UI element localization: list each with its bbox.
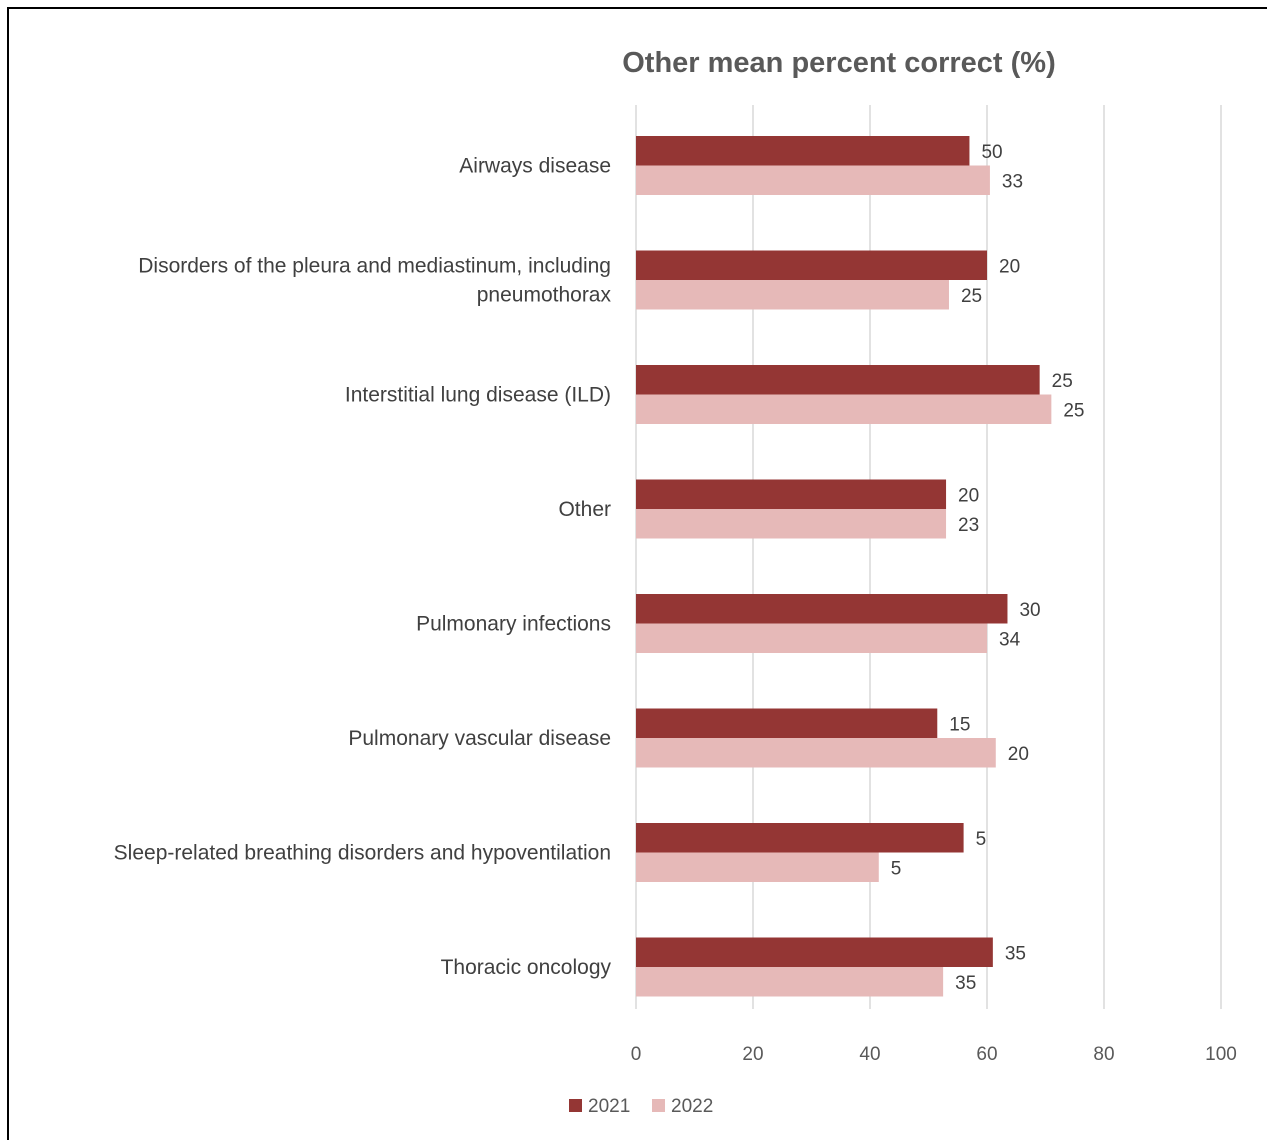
bar-2022-7 xyxy=(636,967,944,997)
bar-2021-4 xyxy=(636,594,1008,624)
chart-title: Other mean percent correct (%) xyxy=(622,47,1056,79)
category-label: Disorders of the pleura and mediastinum,… xyxy=(138,255,611,278)
bar-2021-0 xyxy=(636,136,970,166)
category-label: Pulmonary infections xyxy=(416,613,611,636)
bar-2022-6 xyxy=(636,852,879,882)
data-label: 30 xyxy=(1019,600,1040,621)
x-axis-ticks: 0 20 40 60 80 100 xyxy=(631,1044,1237,1065)
x-tick-label: 0 xyxy=(631,1044,642,1065)
x-tick-label: 40 xyxy=(859,1044,880,1065)
chart-frame: Other mean percent correct (%) 50 33 20 25 2… xyxy=(7,7,1267,1140)
legend-swatch-2022 xyxy=(652,1099,665,1112)
data-label: 20 xyxy=(1008,744,1029,765)
legend: 2021 2022 xyxy=(569,1096,713,1117)
data-label: 5 xyxy=(976,829,987,850)
bar-2021-1 xyxy=(636,250,987,280)
data-label: 25 xyxy=(1063,400,1084,421)
category-label: pneumothorax xyxy=(477,284,612,307)
category-label: Pulmonary vascular disease xyxy=(348,727,611,750)
data-label: 20 xyxy=(958,485,979,506)
bar-2021-6 xyxy=(636,823,964,853)
data-label: 20 xyxy=(999,256,1020,277)
legend-label-2022: 2022 xyxy=(671,1096,713,1117)
category-label: Interstitial lung disease (ILD) xyxy=(345,384,611,407)
bar-2021-2 xyxy=(636,365,1040,395)
data-label: 15 xyxy=(949,714,970,735)
bar-2022-0 xyxy=(636,165,990,195)
legend-swatch-2021 xyxy=(569,1099,582,1112)
category-label: Sleep-related breathing disorders and hy… xyxy=(114,842,611,865)
bar-2022-4 xyxy=(636,623,987,653)
data-label: 25 xyxy=(1052,371,1073,392)
x-tick-label: 80 xyxy=(1093,1044,1114,1065)
data-label: 23 xyxy=(958,515,979,536)
bar-2022-5 xyxy=(636,738,996,768)
data-label: 5 xyxy=(891,858,902,879)
x-tick-label: 60 xyxy=(976,1044,997,1065)
bar-2021-7 xyxy=(636,937,993,967)
category-labels: Airways disease Disorders of the pleura a… xyxy=(114,155,612,980)
x-tick-label: 100 xyxy=(1205,1044,1237,1065)
data-label: 35 xyxy=(955,973,976,994)
bar-2021-5 xyxy=(636,708,938,738)
category-label: Thoracic oncology xyxy=(441,956,612,979)
bar-2022-3 xyxy=(636,509,947,539)
bar-2022-2 xyxy=(636,394,1052,424)
data-label: 35 xyxy=(1005,943,1026,964)
data-label: 25 xyxy=(961,286,982,307)
bar-2021-3 xyxy=(636,479,947,509)
data-label: 50 xyxy=(981,142,1002,163)
data-label: 34 xyxy=(999,629,1021,650)
x-tick-label: 20 xyxy=(742,1044,763,1065)
bar-chart: Other mean percent correct (%) 503320252… xyxy=(114,47,1237,1117)
bars xyxy=(636,136,1052,997)
data-label: 33 xyxy=(1002,171,1023,192)
category-label: Airways disease xyxy=(459,155,611,178)
category-label: Other xyxy=(558,498,611,521)
bar-2022-1 xyxy=(636,280,949,310)
legend-label-2021: 2021 xyxy=(588,1096,630,1117)
